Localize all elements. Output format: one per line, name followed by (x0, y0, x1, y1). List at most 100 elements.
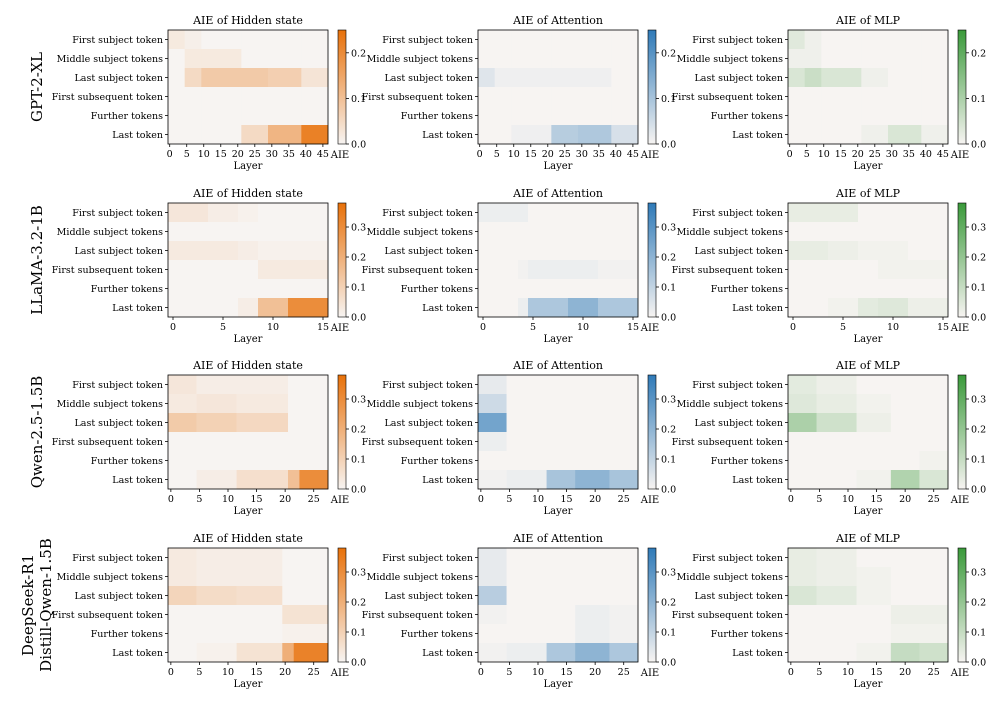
colorbar-tick-label: 0.2 (351, 48, 366, 59)
colorbar-tick-label: 0.2 (971, 598, 986, 609)
heatmap-cell (168, 624, 197, 644)
y-tick-label: Further tokens (401, 456, 473, 467)
x-tick-label: 5 (506, 667, 512, 678)
colorbar-tick-label: 0.0 (351, 313, 366, 324)
heatmap-cell (236, 470, 289, 490)
panel-title: AIE of Hidden state (192, 14, 303, 27)
heatmap-cell (816, 394, 857, 414)
heatmap-cell (208, 241, 239, 261)
y-tick-label: Middle subject tokens (677, 399, 783, 410)
heatmap-cell (856, 624, 892, 644)
colorbar-tick-label: 0.3 (971, 223, 986, 234)
heatmap-cell (168, 203, 209, 223)
heatmap-cell (575, 548, 610, 568)
colorbar-tick-label: 0.1 (351, 94, 366, 105)
y-tick-label: Further tokens (91, 629, 163, 640)
colorbar (647, 374, 657, 490)
heatmap-cell (506, 413, 547, 433)
panel-title: AIE of Attention (512, 359, 603, 372)
heatmap-cell (299, 470, 329, 490)
heatmap-cell (611, 106, 639, 126)
x-axis-label: Layer (544, 679, 573, 690)
heatmap-cell (575, 375, 610, 395)
colorbar-label: AIE (640, 495, 659, 506)
y-tick-label: Further tokens (711, 284, 783, 295)
heatmap-cell (478, 432, 507, 452)
heatmap-cell (856, 586, 892, 606)
y-tick-label: Middle subject tokens (677, 54, 783, 65)
heatmap-cell (546, 432, 576, 452)
heatmap-cell (861, 49, 889, 69)
heatmap-cell (568, 222, 599, 242)
x-tick-label: 5 (220, 322, 226, 333)
heatmap-cell (236, 605, 283, 625)
heatmap-cell (528, 260, 569, 280)
x-axis-label: Layer (854, 161, 883, 172)
colorbar-tick-label: 0.2 (661, 48, 676, 59)
heatmap-cell (241, 68, 269, 88)
heatmap-cell (168, 87, 185, 107)
y-tick-label: Last token (422, 648, 473, 659)
heatmap-cell (828, 298, 859, 318)
x-axis-label: Layer (544, 161, 573, 172)
heatmap-cell (282, 548, 295, 568)
heatmap-cell (258, 298, 289, 318)
colorbar (337, 29, 347, 145)
heatmap-cell (816, 413, 857, 433)
heatmap-cell (816, 548, 857, 568)
heatmap-cell (861, 106, 889, 126)
heatmap-cell (890, 567, 920, 587)
heatmap-cell (201, 30, 242, 50)
y-tick-label: First subject token (72, 35, 163, 46)
x-axis-label: Layer (854, 679, 883, 690)
heatmap-cell (478, 125, 495, 145)
colorbar-tick-label: 0.2 (971, 253, 986, 264)
colorbar (957, 29, 967, 145)
heatmap-cell (611, 30, 639, 50)
y-tick-label: Last token (422, 475, 473, 486)
heatmap-cell (184, 49, 202, 69)
x-tick-label: 35 (283, 149, 295, 160)
x-axis-label: Layer (234, 161, 263, 172)
heatmap-cell (238, 260, 259, 280)
heatmap-cell (821, 68, 862, 88)
y-tick-label: Last subject token (694, 246, 783, 257)
heatmap-cell (236, 548, 283, 568)
heatmap-cell (201, 68, 242, 88)
colorbar-label: AIE (330, 668, 349, 679)
heatmap-cell (816, 375, 857, 395)
heatmap-cell (168, 260, 209, 280)
x-tick-label: 45 (937, 149, 949, 160)
heatmap-cell (575, 586, 610, 606)
heatmap-cell (856, 413, 892, 433)
plot-frame (477, 547, 639, 663)
heatmap-cell (568, 279, 599, 299)
x-tick-label: 0 (478, 667, 484, 678)
heatmap-cell (856, 605, 892, 625)
heatmap-cell (908, 222, 949, 242)
y-tick-label: Last subject token (74, 591, 163, 602)
x-tick-label: 10 (887, 322, 899, 333)
y-tick-label: First subsequent token (362, 92, 473, 103)
x-tick-label: 20 (899, 494, 911, 505)
heatmap-cell (578, 30, 612, 50)
y-tick-label: Last subject token (694, 591, 783, 602)
heatmap-cell (919, 586, 949, 606)
heatmap-cell (890, 413, 920, 433)
heatmap-cell (506, 624, 547, 644)
heatmap-cell (301, 49, 329, 69)
heatmap-cell (908, 260, 949, 280)
colorbar-tick-label: 0.1 (351, 455, 366, 466)
x-tick-label: 10 (267, 322, 279, 333)
x-tick-label: 20 (589, 494, 601, 505)
heatmap-cell (208, 203, 239, 223)
heatmap-cell (208, 260, 239, 280)
x-tick-label: 45 (627, 149, 639, 160)
heatmap-cell (609, 470, 639, 490)
heatmap-cell (511, 30, 552, 50)
heatmap-cell (578, 49, 612, 69)
panel-title: AIE of MLP (835, 187, 901, 200)
heatmap-cell (478, 470, 507, 490)
heatmap-cell (268, 106, 302, 126)
